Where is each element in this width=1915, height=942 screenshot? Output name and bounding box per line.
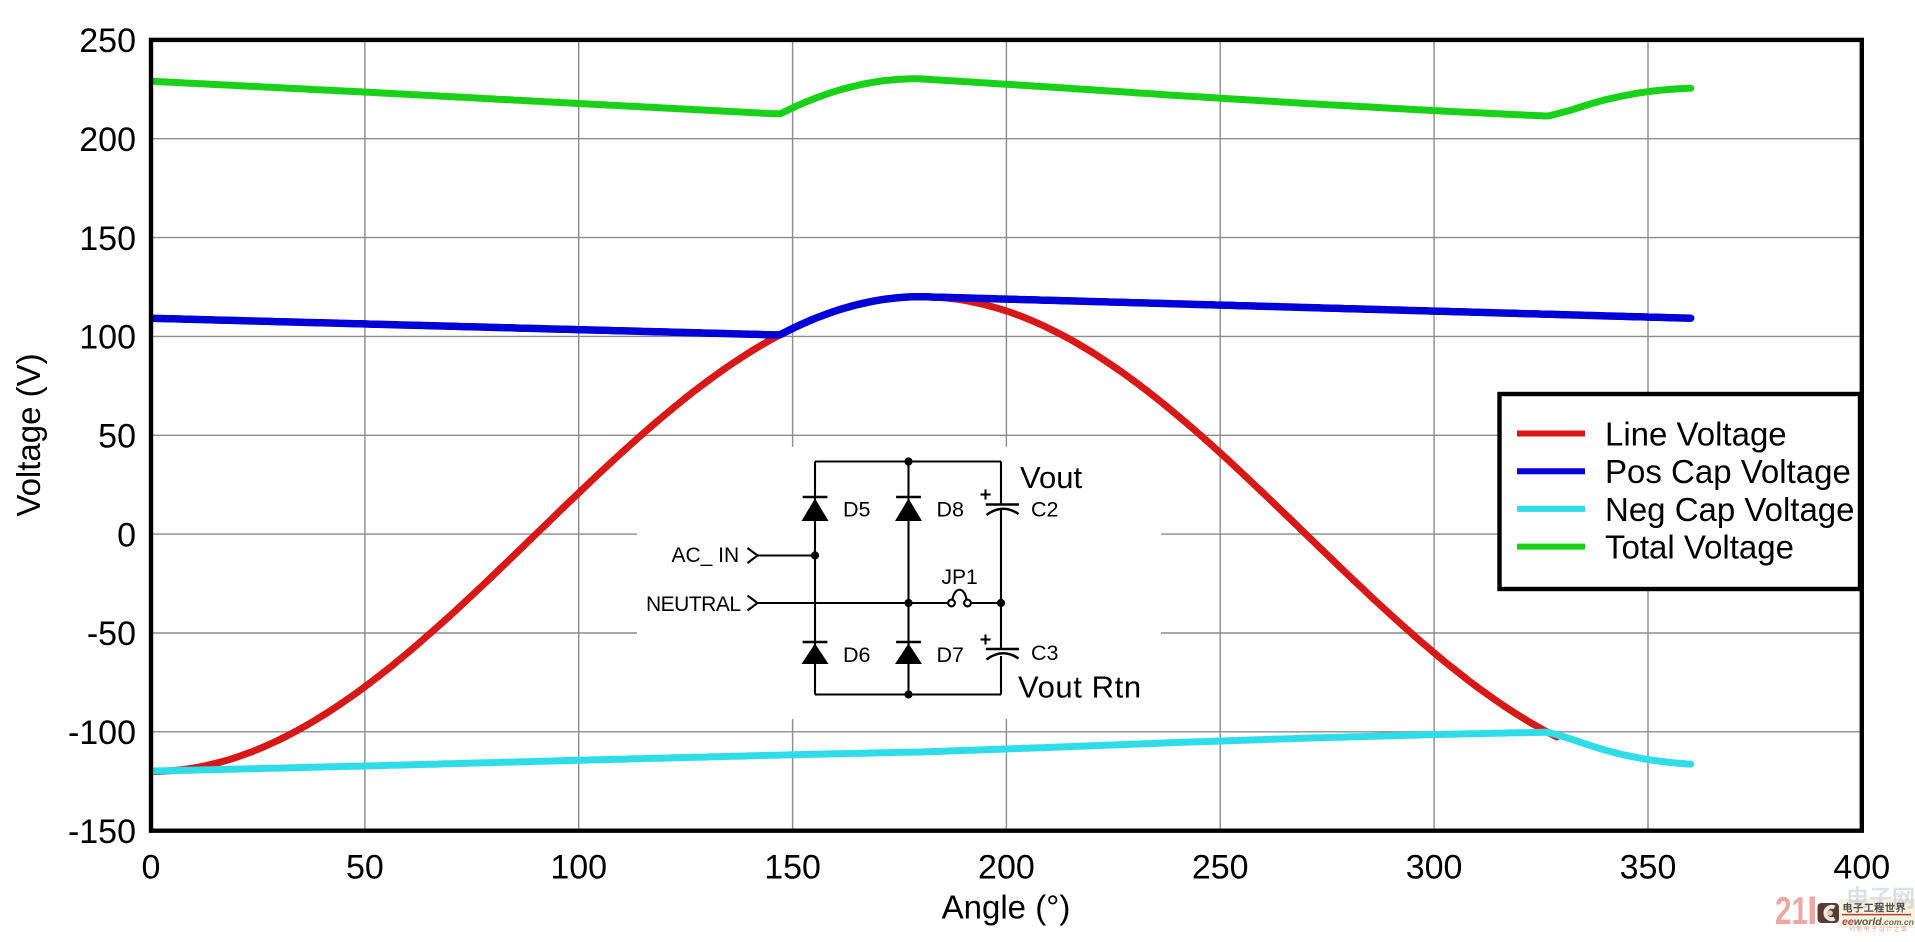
svg-text:150: 150: [764, 849, 821, 887]
svg-text:创新电子设计之源: 创新电子设计之源: [1849, 925, 1908, 933]
svg-text:Angle (°): Angle (°): [942, 889, 1071, 926]
svg-text:21: 21: [1775, 890, 1808, 933]
svg-text:0: 0: [117, 516, 136, 554]
svg-text:250: 250: [1192, 849, 1249, 887]
svg-text:C3: C3: [1031, 641, 1059, 665]
svg-text:100: 100: [79, 319, 136, 357]
svg-text:Total Voltage: Total Voltage: [1605, 529, 1794, 566]
svg-text:JP1: JP1: [942, 566, 978, 589]
svg-text:C2: C2: [1031, 498, 1058, 522]
svg-text:-100: -100: [68, 714, 136, 752]
svg-text:50: 50: [346, 849, 384, 887]
svg-text:-150: -150: [68, 813, 136, 851]
svg-text:Line Voltage: Line Voltage: [1605, 416, 1787, 453]
svg-text:D8: D8: [937, 498, 965, 522]
svg-text:Vout Rtn: Vout Rtn: [1018, 670, 1142, 705]
svg-text:400: 400: [1833, 849, 1890, 887]
svg-text:150: 150: [79, 220, 136, 258]
svg-text:AC_ IN: AC_ IN: [672, 544, 740, 567]
svg-text:D5: D5: [843, 498, 871, 522]
svg-text:Pos Cap Voltage: Pos Cap Voltage: [1605, 453, 1851, 490]
svg-text:200: 200: [978, 849, 1035, 887]
svg-text:Neg Cap Voltage: Neg Cap Voltage: [1605, 491, 1855, 528]
svg-text:Vout: Vout: [1020, 460, 1082, 495]
svg-text:NEUTRAL: NEUTRAL: [646, 593, 741, 616]
svg-text:300: 300: [1406, 849, 1463, 887]
svg-text:350: 350: [1620, 849, 1677, 887]
svg-text:250: 250: [79, 22, 136, 60]
svg-text:电子网: 电子网: [1846, 885, 1915, 911]
svg-text:50: 50: [98, 418, 136, 456]
svg-text:D6: D6: [843, 643, 871, 667]
svg-text:eeworld.com.cn: eeworld.com.cn: [1842, 916, 1914, 928]
svg-text:-50: -50: [87, 615, 136, 653]
svg-text:Voltage (V): Voltage (V): [10, 353, 47, 516]
svg-text:电子工程世界: 电子工程世界: [1843, 902, 1907, 915]
svg-text:D7: D7: [937, 643, 964, 667]
svg-text:0: 0: [142, 849, 161, 887]
svg-text:100: 100: [550, 849, 607, 887]
svg-text:200: 200: [79, 121, 136, 159]
